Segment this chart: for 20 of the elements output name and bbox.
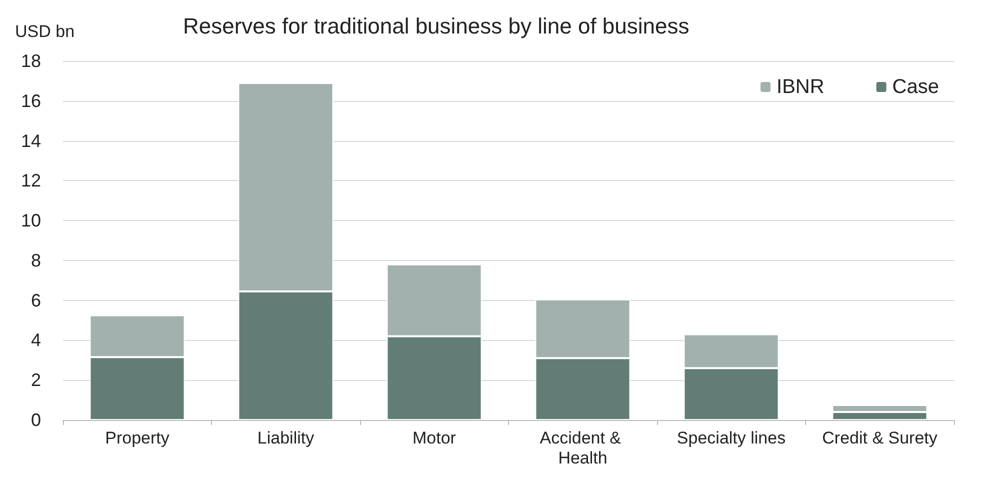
y-tick-label: 2	[30, 370, 41, 390]
x-tick-label: Property	[105, 428, 170, 448]
x-tick-label: Liability	[257, 428, 315, 448]
x-tick-label: Specialty lines	[676, 428, 786, 448]
y-tick-label: 16	[20, 90, 41, 111]
x-tick-label: Accident & Health	[540, 428, 626, 468]
y-tick-label: 4	[30, 330, 41, 350]
legend-label: Case	[892, 76, 940, 98]
y-tick-label: 6	[30, 290, 41, 310]
y-tick-label: 10	[20, 210, 41, 231]
y-tick-label: 18	[20, 51, 41, 71]
x-tick-label: Motor	[412, 428, 456, 448]
y-tick-label: 12	[20, 170, 41, 191]
chart-title: Reserves for traditional business by line of business	[183, 14, 690, 38]
legend-label: IBNR	[776, 76, 824, 98]
y-tick-label: 0	[30, 410, 41, 430]
y-axis-title: USD bn	[15, 22, 75, 41]
y-tick-label: 14	[20, 130, 41, 151]
y-tick-label: 8	[30, 250, 41, 270]
x-tick-label: Credit & Surety	[822, 428, 938, 448]
